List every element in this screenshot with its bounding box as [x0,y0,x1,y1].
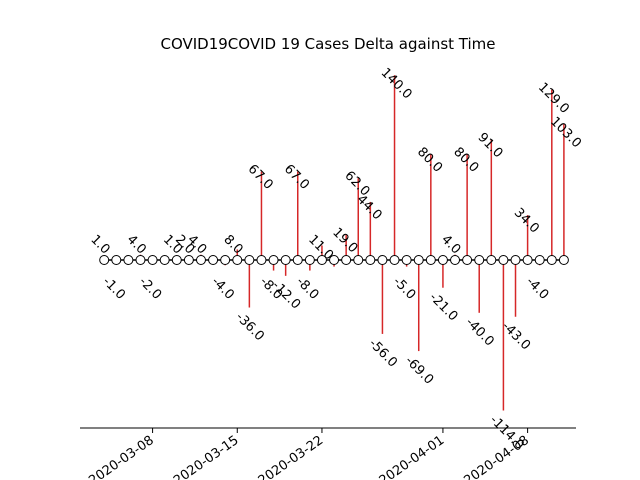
stem-marker [546,255,557,265]
data-label: 129.0 [535,80,572,117]
stem-marker [195,255,206,265]
data-label: 1.0 [87,232,112,257]
x-tick-label: 2020-03-22 [256,433,327,480]
stem-marker [341,255,352,265]
stem-marker [316,255,327,265]
stem-marker [510,255,521,265]
data-label: -1.0 [99,274,128,303]
data-label: -4.0 [208,274,237,303]
stem-marker [329,255,340,265]
stem-marker [159,255,170,265]
data-label: -56.0 [366,336,400,370]
data-label: 34.0 [511,205,542,236]
data-label: -21.0 [426,290,460,324]
data-label: 4.0 [438,232,463,257]
stem-marker [280,255,291,265]
stem-marker [147,255,158,265]
stem-marker [183,255,194,265]
stem-marker [123,255,134,265]
data-label: -2.0 [136,274,165,303]
x-tick-label: 2020-04-08 [461,433,532,480]
stem-marker [99,255,110,265]
stem-marker [171,255,182,265]
stem-marker [498,255,509,265]
stem-marker [244,255,255,265]
stem-marker [450,255,461,265]
stem-marker [474,255,485,265]
stem-marker [522,255,533,265]
stem-marker [462,255,473,265]
stem-marker [220,255,231,265]
stem-marker [558,255,569,265]
data-label: 67.0 [281,162,312,193]
data-label: -69.0 [402,353,436,387]
data-label: 140.0 [378,65,415,102]
stem-marker [413,255,424,265]
stem-marker [304,255,315,265]
stem-marker [377,255,388,265]
stem-marker [135,255,146,265]
data-label: -40.0 [462,315,496,349]
chart-title: COVID19COVID 19 Cases Delta against Time [160,35,495,53]
stem-marker [365,255,376,265]
data-label: -5.0 [390,274,419,303]
stem-marker [486,255,497,265]
x-axis-ticks: 2020-03-08 2020-03-15 2020-03-22 2020-04-01… [86,428,532,480]
stem-marker [389,255,400,265]
data-label: -36.0 [233,310,267,344]
data-label: 80.0 [450,145,481,176]
stem-marker [292,255,303,265]
x-tick-label: 2020-03-08 [86,433,157,480]
data-label: 80.0 [414,145,445,176]
x-tick-label: 2020-03-15 [171,433,242,480]
stem-marker [268,255,279,265]
data-label: 4.0 [124,232,149,257]
data-label: -4.0 [523,274,552,303]
stem-marker [534,255,545,265]
stem-marker [111,255,122,265]
stem-marker [208,255,219,265]
data-label: 103.0 [547,114,584,151]
x-tick-label: 2020-04-01 [377,433,448,480]
stem-marker [425,255,436,265]
stem-marker [232,255,243,265]
stem-marker [437,255,448,265]
stem-marker [401,255,412,265]
data-label: 8.0 [220,232,245,257]
data-label: 67.0 [245,162,276,193]
stem-series [103,75,565,411]
stem-marker [353,255,364,265]
stem-marker [256,255,267,265]
data-label: 91.0 [474,130,505,161]
stem-markers [99,255,569,265]
